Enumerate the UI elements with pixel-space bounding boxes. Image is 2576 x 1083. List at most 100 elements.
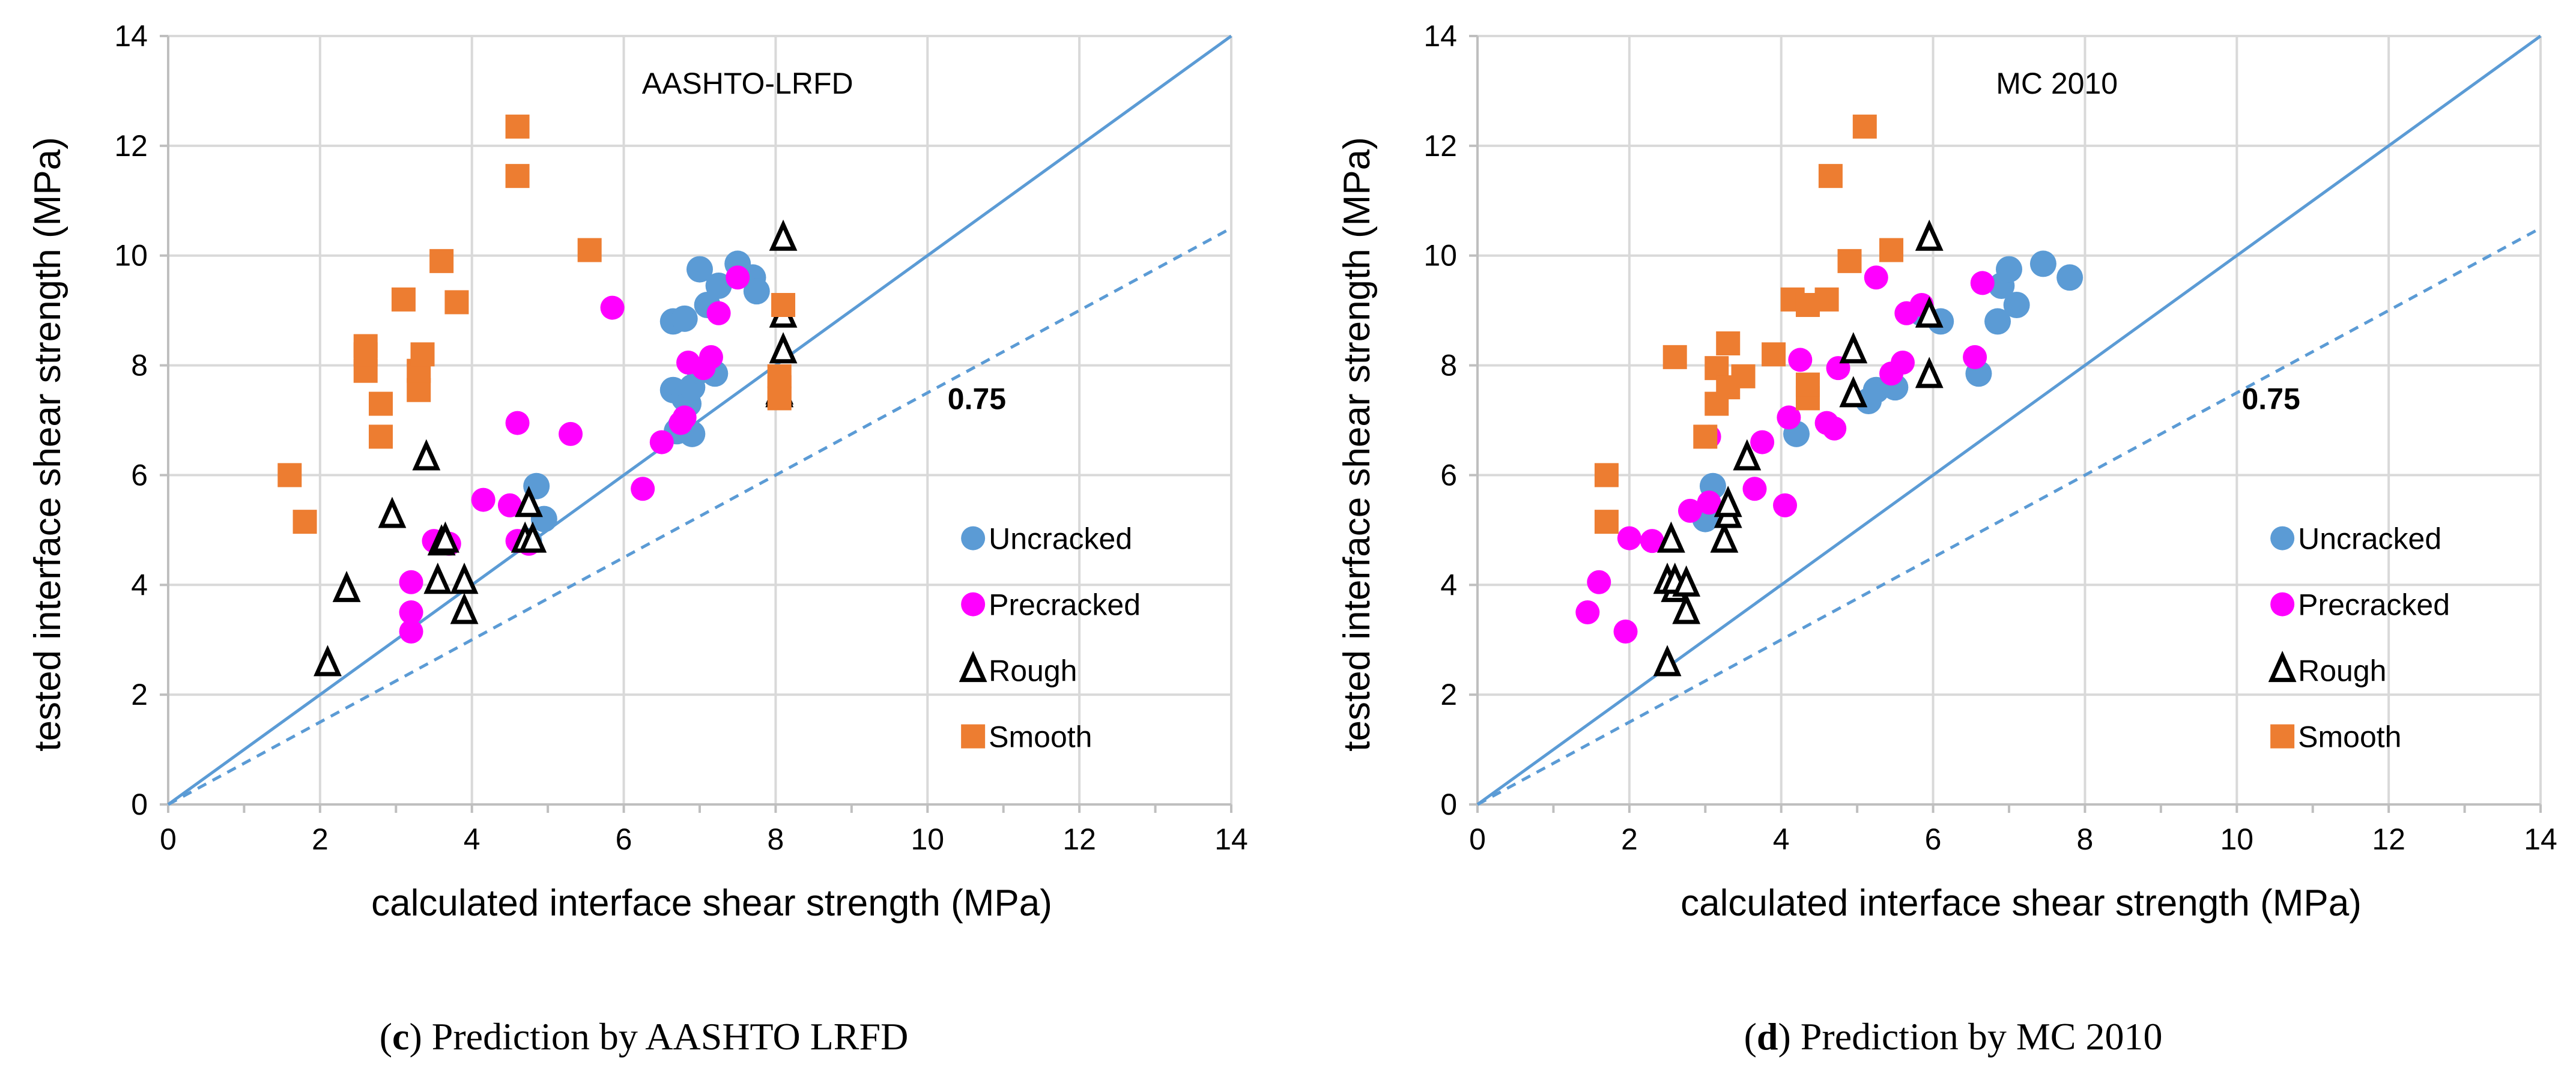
x-tick-label: 6: [1925, 822, 1942, 856]
legend-marker-uncracked: [961, 526, 986, 551]
data-point-precracked: [1587, 570, 1611, 594]
reference-line-label: 0.75: [2242, 382, 2300, 416]
data-point-uncracked: [2056, 264, 2084, 291]
y-tick-label: 2: [131, 678, 148, 711]
caption-letter: c: [392, 1015, 410, 1058]
data-point-precracked: [1617, 526, 1641, 551]
data-point-rough: [1839, 376, 1868, 408]
data-point-smooth: [1716, 331, 1741, 355]
reference-line-1-0: [167, 34, 1232, 806]
data-point-precracked: [1777, 405, 1801, 430]
data-point-rough: [1672, 593, 1701, 624]
x-tick-label: 14: [1214, 822, 1248, 856]
legend-label-uncracked: Uncracked: [989, 522, 1132, 556]
data-point-uncracked: [671, 305, 698, 332]
data-point-rough: [769, 332, 798, 364]
data-point-uncracked: [705, 273, 732, 299]
data-point-precracked: [1788, 348, 1813, 372]
data-point-smooth: [429, 249, 454, 273]
data-point-rough: [1915, 357, 1944, 388]
data-point-smooth: [1594, 463, 1619, 487]
data-point-smooth: [505, 164, 530, 189]
x-tick-label: 4: [464, 822, 480, 856]
data-point-precracked: [699, 345, 723, 369]
data-point-smooth: [292, 510, 317, 534]
legend-marker-rough: [959, 651, 987, 683]
data-point-smooth: [1762, 342, 1786, 367]
data-point-precracked: [1864, 265, 1888, 290]
x-tick-label: 12: [1062, 822, 1096, 856]
y-tick-label: 12: [1423, 129, 1457, 163]
data-point-precracked: [600, 295, 625, 320]
data-point-smooth: [1818, 164, 1843, 189]
data-point-precracked: [1613, 620, 1638, 644]
data-point-precracked: [1891, 351, 1915, 375]
y-tick-label: 0: [1440, 788, 1457, 821]
x-tick-label: 2: [312, 822, 329, 856]
scatter-chart-mc2010: 0 2 4 6 8 10 12 14 0 2 4 6 8 10 12 14 calculated interfa…: [1336, 19, 2557, 924]
y-tick-label: 12: [114, 129, 148, 163]
data-point-rough: [431, 521, 459, 553]
data-point-smooth: [1693, 424, 1718, 449]
data-point-smooth: [1594, 510, 1619, 534]
legend-label-smooth: Smooth: [2298, 720, 2401, 754]
data-point-smooth: [1837, 249, 1862, 273]
data-point-uncracked: [743, 278, 770, 305]
data-point-precracked: [471, 487, 496, 512]
x-tick-label: 2: [1621, 822, 1638, 856]
data-point-precracked: [1773, 493, 1798, 517]
data-point-rough: [769, 219, 798, 251]
chart-title: MC 2010: [1996, 67, 2118, 100]
legend-marker-smooth: [2270, 724, 2295, 749]
reference-line-1-0: [1476, 34, 2542, 806]
legend-label-precracked: Precracked: [2298, 588, 2450, 622]
data-point-smooth: [771, 293, 796, 317]
data-point-precracked: [1970, 271, 1995, 295]
data-point-rough: [1839, 332, 1868, 364]
data-point-precracked: [706, 301, 731, 325]
legend-marker-uncracked: [2270, 526, 2295, 551]
data-point-smooth: [1662, 345, 1687, 369]
data-point-rough: [450, 563, 479, 594]
data-point-precracked: [649, 430, 674, 454]
legend-marker-rough: [2268, 651, 2297, 683]
x-tick-label: 0: [1469, 822, 1486, 856]
x-tick-label: 4: [1773, 822, 1790, 856]
y-tick-label: 2: [1440, 678, 1457, 711]
y-tick-label: 8: [131, 349, 148, 382]
legend-marker-smooth: [961, 724, 986, 749]
data-point-smooth: [577, 238, 602, 262]
reference-line-label: 0.75: [948, 382, 1006, 416]
data-point-smooth: [410, 342, 435, 367]
x-tick-label: 12: [2372, 822, 2405, 856]
y-tick-label: 10: [1423, 239, 1457, 273]
data-point-rough: [314, 645, 342, 677]
caption-text: Prediction by AASHTO LRFD: [422, 1015, 909, 1058]
legend-marker-precracked: [2270, 592, 2295, 617]
data-point-rough: [1915, 296, 1944, 328]
data-point-precracked: [399, 600, 423, 624]
data-point-rough: [1714, 486, 1742, 517]
caption-c: (c) Prediction by AASHTO LRFD: [379, 1015, 909, 1058]
data-point-precracked: [505, 411, 530, 435]
data-point-rough: [1915, 219, 1944, 251]
data-point-rough: [332, 570, 361, 602]
data-point-rough: [450, 593, 479, 624]
data-point-precracked: [1678, 498, 1702, 523]
data-point-precracked: [399, 570, 423, 594]
data-point-rough: [515, 486, 543, 517]
data-point-smooth: [391, 287, 416, 312]
x-tick-label: 6: [616, 822, 632, 856]
legend-label-smooth: Smooth: [989, 720, 1092, 754]
data-point-rough: [1656, 521, 1685, 553]
chart-panel-d: 0 2 4 6 8 10 12 14 0 2 4 6 8 10 12 14 calculated interfa…: [1309, 0, 2576, 1083]
data-point-precracked: [1742, 477, 1767, 501]
data-point-smooth: [1795, 372, 1820, 397]
x-tick-label: 10: [911, 822, 944, 856]
data-point-precracked: [1640, 529, 1664, 554]
data-point-smooth: [1814, 287, 1839, 312]
caption-d: (d) Prediction by MC 2010: [1744, 1015, 2163, 1058]
legend-label-rough: Rough: [2298, 654, 2386, 688]
data-point-smooth: [277, 463, 302, 487]
chart-title: AASHTO-LRFD: [642, 67, 853, 100]
